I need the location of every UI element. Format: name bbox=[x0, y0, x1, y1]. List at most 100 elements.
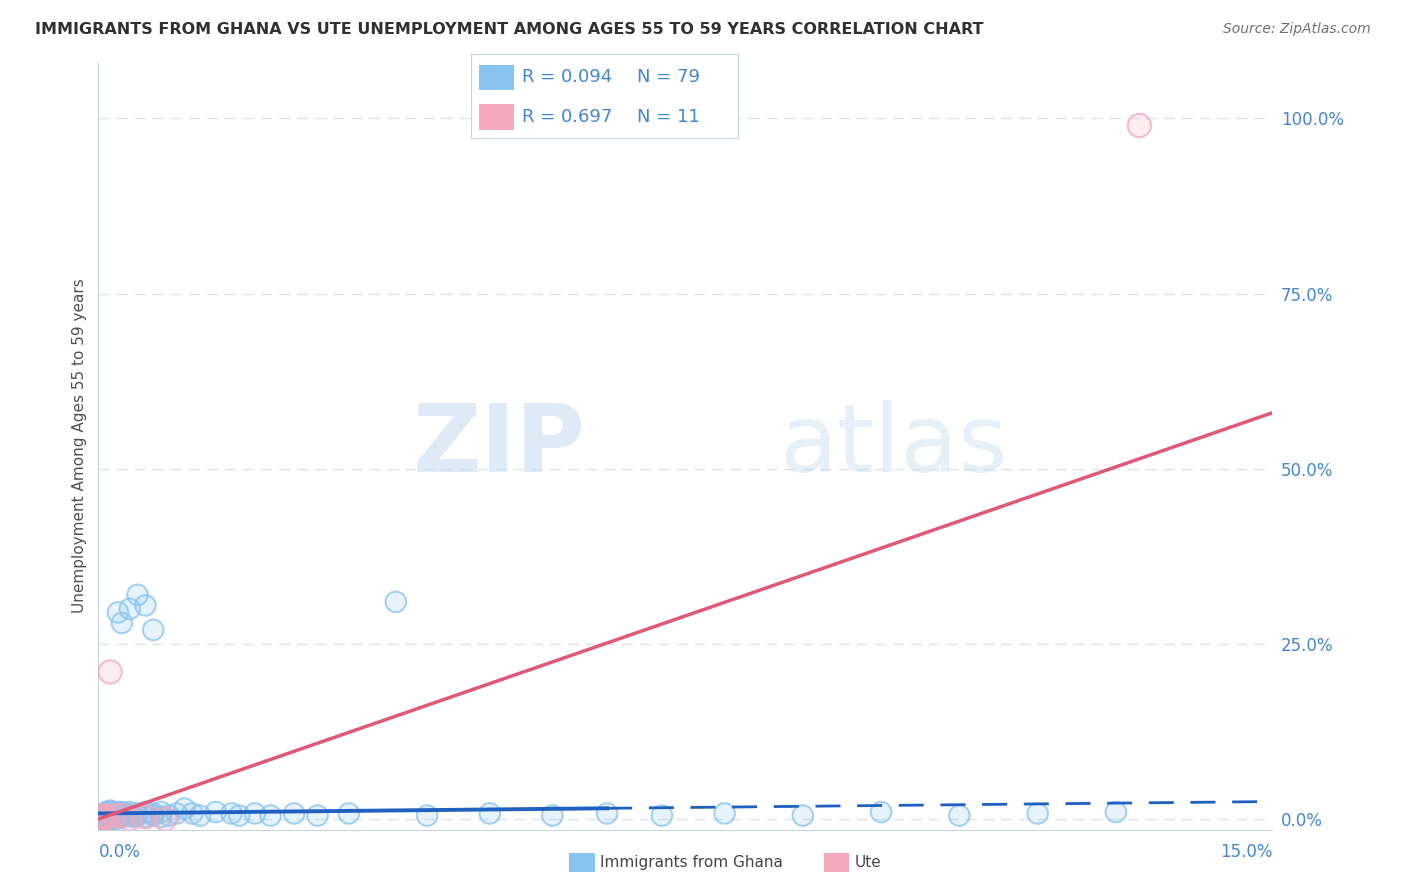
Point bbox=[94, 810, 117, 824]
Point bbox=[134, 810, 156, 824]
Point bbox=[337, 806, 360, 821]
Point bbox=[105, 812, 128, 826]
Point bbox=[97, 812, 120, 826]
Point bbox=[157, 808, 180, 822]
Text: R = 0.094: R = 0.094 bbox=[522, 69, 612, 87]
Point bbox=[127, 588, 149, 602]
Point bbox=[91, 810, 114, 824]
Point bbox=[100, 806, 122, 821]
Text: 15.0%: 15.0% bbox=[1220, 843, 1272, 861]
Point bbox=[98, 804, 121, 818]
Point bbox=[134, 599, 156, 613]
Point bbox=[93, 812, 115, 826]
Point bbox=[228, 808, 250, 822]
Point bbox=[100, 806, 122, 821]
Point bbox=[89, 812, 111, 826]
Point bbox=[96, 805, 118, 819]
Point bbox=[90, 812, 112, 826]
FancyBboxPatch shape bbox=[479, 104, 513, 130]
Point bbox=[93, 808, 115, 822]
Point bbox=[127, 588, 149, 602]
Point bbox=[100, 812, 122, 826]
Point bbox=[188, 808, 211, 822]
Point bbox=[112, 808, 135, 822]
Point bbox=[94, 806, 117, 821]
Point bbox=[112, 808, 135, 822]
Point bbox=[259, 808, 281, 822]
Point bbox=[96, 808, 118, 822]
Point bbox=[150, 810, 173, 824]
Point bbox=[127, 806, 149, 821]
Point bbox=[108, 806, 131, 821]
Point bbox=[118, 808, 141, 822]
Point bbox=[188, 808, 211, 822]
Point bbox=[111, 805, 134, 819]
Point bbox=[651, 808, 673, 822]
Point bbox=[107, 805, 129, 819]
Point bbox=[142, 808, 165, 822]
Point bbox=[107, 808, 129, 822]
Point bbox=[96, 812, 118, 826]
Point bbox=[166, 806, 188, 821]
Point bbox=[111, 808, 134, 822]
Point bbox=[416, 808, 439, 822]
Point bbox=[98, 665, 121, 679]
Point bbox=[792, 808, 814, 822]
Point bbox=[118, 812, 141, 826]
Point bbox=[307, 808, 329, 822]
Point bbox=[385, 595, 408, 609]
Point bbox=[142, 623, 165, 637]
Point bbox=[307, 808, 329, 822]
Point bbox=[93, 812, 115, 826]
Text: Immigrants from Ghana: Immigrants from Ghana bbox=[600, 855, 783, 870]
Point bbox=[205, 805, 228, 819]
Point bbox=[111, 615, 134, 630]
Point bbox=[385, 595, 408, 609]
Point bbox=[337, 806, 360, 821]
Point bbox=[228, 808, 250, 822]
Point bbox=[93, 812, 115, 826]
Point bbox=[104, 808, 127, 822]
Point bbox=[127, 808, 149, 822]
Point bbox=[118, 808, 141, 822]
Point bbox=[91, 808, 114, 822]
Point bbox=[103, 806, 125, 821]
Point bbox=[90, 812, 112, 826]
Point bbox=[91, 810, 114, 824]
Point bbox=[111, 805, 134, 819]
Point bbox=[157, 808, 180, 822]
Point bbox=[96, 812, 118, 826]
Point bbox=[150, 805, 173, 819]
Text: IMMIGRANTS FROM GHANA VS UTE UNEMPLOYMENT AMONG AGES 55 TO 59 YEARS CORRELATION : IMMIGRANTS FROM GHANA VS UTE UNEMPLOYMEN… bbox=[35, 22, 984, 37]
Point bbox=[96, 805, 118, 819]
Point bbox=[94, 806, 117, 821]
Point bbox=[103, 805, 125, 819]
Point bbox=[90, 808, 112, 822]
Point bbox=[96, 806, 118, 821]
Point bbox=[153, 812, 176, 826]
Point bbox=[142, 623, 165, 637]
Point bbox=[1026, 806, 1049, 821]
Point bbox=[93, 810, 115, 824]
Point bbox=[107, 808, 129, 822]
Point bbox=[91, 808, 114, 822]
Point bbox=[134, 810, 156, 824]
Point bbox=[97, 812, 120, 826]
Point bbox=[173, 801, 195, 815]
Point bbox=[103, 805, 125, 819]
Point bbox=[150, 810, 173, 824]
Point bbox=[97, 810, 120, 824]
Point bbox=[127, 806, 149, 821]
Point bbox=[108, 806, 131, 821]
Point bbox=[91, 812, 114, 826]
Point bbox=[259, 808, 281, 822]
Point bbox=[870, 805, 893, 819]
Point bbox=[90, 812, 112, 826]
Text: R = 0.697: R = 0.697 bbox=[522, 108, 612, 126]
Point bbox=[651, 808, 673, 822]
Point bbox=[101, 808, 124, 822]
Point bbox=[97, 808, 120, 822]
FancyBboxPatch shape bbox=[479, 64, 513, 90]
Point bbox=[90, 812, 112, 826]
Point bbox=[90, 812, 112, 826]
